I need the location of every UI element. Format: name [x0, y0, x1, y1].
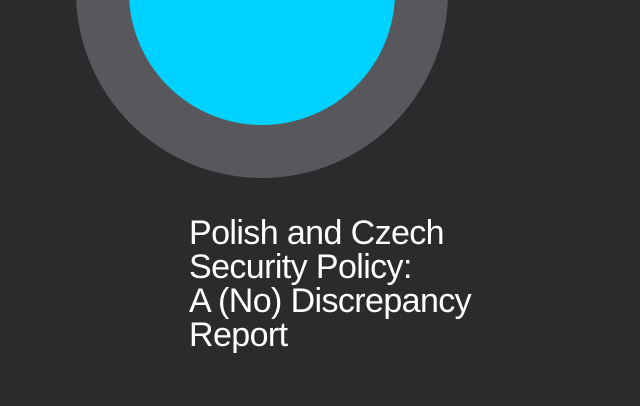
title-line-4: Report [189, 316, 288, 354]
report-title: Polish and Czech Security Policy: A (No)… [189, 214, 472, 354]
title-line-1: Polish and Czech [189, 214, 445, 252]
title-line-3: A (No) Discrepancy [189, 282, 472, 320]
title-line-2: Security Policy: [189, 248, 412, 286]
inner-cyan-circle [129, 0, 395, 125]
